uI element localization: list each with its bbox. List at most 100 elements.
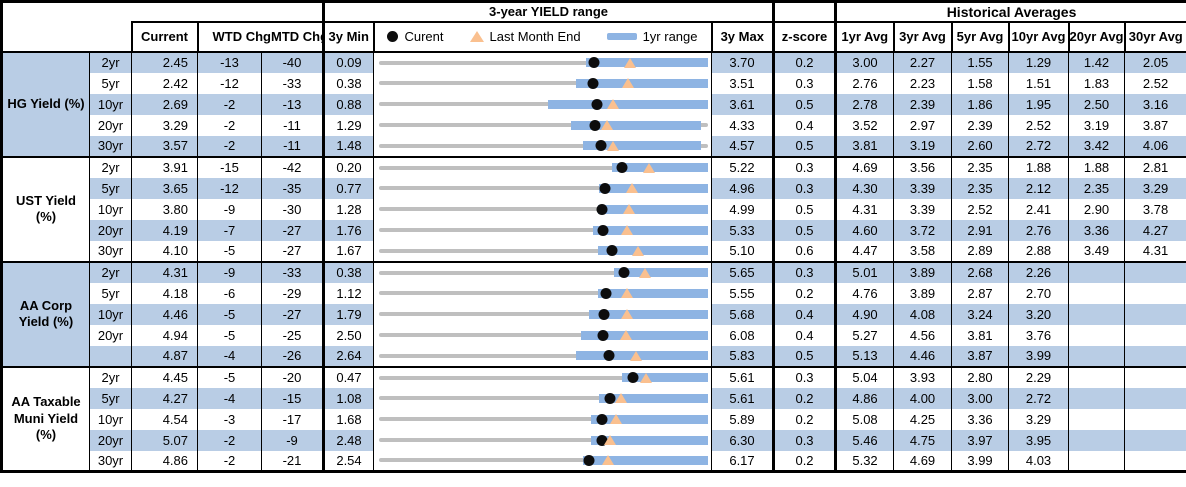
avg-value: 3.81 (835, 135, 895, 157)
current-value: 4.27 (131, 387, 198, 409)
current-value: 4.86 (131, 450, 198, 472)
max-3y-value: 5.89 (710, 408, 776, 430)
avg-value: 1.86 (951, 93, 1010, 115)
avg-value: 2.89 (951, 240, 1010, 262)
section-label: AA Taxable Muni Yield (%) (1, 365, 90, 472)
min-3y-value: 1.67 (322, 240, 374, 262)
avg-value (1124, 408, 1186, 430)
current-dot-marker (606, 245, 618, 256)
avg-value: 2.12 (1008, 177, 1070, 199)
max-3y-col-header: 3y Max (710, 20, 776, 53)
chart-legend: Curent Last Month End 1yr range (372, 20, 713, 53)
current-dot-marker (600, 287, 612, 299)
z-score-value: 0.2 (773, 387, 838, 409)
avg-value: 5.01 (835, 260, 895, 283)
range-track (379, 291, 708, 295)
range-bar (599, 393, 708, 403)
min-3y-value: 0.88 (322, 93, 374, 115)
avg-value: 2.70 (1008, 282, 1070, 304)
last-month-triangle-marker (626, 183, 639, 193)
avg-value: 2.72 (1008, 387, 1070, 409)
min-3y-value: 1.28 (322, 198, 374, 220)
min-3y-value: 1.76 (322, 219, 374, 241)
avg-value: 2.60 (951, 135, 1010, 157)
min-3y-value: 1.68 (322, 408, 374, 430)
avg-value: 4.69 (893, 450, 953, 472)
avg-col-header: 1yr Avg (834, 20, 895, 53)
max-3y-value: 5.33 (710, 219, 776, 241)
mtd-chg-value: -35 (261, 177, 324, 199)
mtd-chg-value: -25 (261, 324, 324, 346)
avg-value: 2.35 (1068, 177, 1126, 199)
range-bar (576, 351, 708, 360)
last-month-triangle-marker (615, 393, 628, 403)
mtd-chg-value: -29 (261, 282, 324, 304)
z-score-value: 0.5 (773, 135, 838, 157)
avg-value: 1.88 (1068, 155, 1126, 178)
mtd-chg-value: -27 (261, 219, 324, 241)
avg-col-header: 30yr Avg (1123, 20, 1186, 53)
tenor-cell: 30yr (89, 240, 132, 262)
avg-value (1124, 450, 1186, 472)
range-bar (582, 141, 702, 150)
avg-value (1068, 324, 1126, 346)
avg-value (1124, 260, 1186, 283)
yield-range-chart (373, 324, 712, 346)
avg-value (1068, 365, 1126, 388)
avg-value: 4.06 (1124, 135, 1186, 157)
avg-value: 3.29 (1124, 177, 1186, 199)
avg-value: 3.20 (1008, 303, 1070, 325)
range-track (379, 165, 708, 170)
tenor-cell: 2yr (89, 260, 132, 283)
avg-value: 3.19 (1068, 114, 1126, 136)
last-month-triangle-marker (606, 99, 619, 109)
mtd-chg-value: -33 (261, 72, 324, 94)
tenor-cell: 10yr (89, 198, 132, 220)
wtd-chg-value: -2 (197, 93, 262, 115)
avg-value: 2.68 (951, 260, 1010, 283)
yield-range-chart (373, 177, 712, 199)
current-dot-marker (604, 392, 616, 404)
range-bar (612, 163, 708, 172)
avg-value: 4.31 (835, 198, 895, 220)
yield-range-chart (373, 429, 712, 451)
legend-current-label: Curent (404, 29, 444, 44)
avg-value: 3.76 (1008, 324, 1070, 346)
wtd-chg-value: -12 (197, 177, 262, 199)
yield-range-chart (373, 198, 712, 220)
wtd-chg-value: -2 (197, 429, 262, 451)
range-track (379, 228, 708, 232)
max-3y-value: 5.61 (710, 387, 776, 409)
mtd-chg-value: -27 (261, 303, 324, 325)
avg-value: 3.97 (951, 429, 1010, 451)
current-value: 2.69 (131, 93, 198, 115)
zscore-empty-header (772, 0, 838, 23)
avg-value: 3.29 (1008, 408, 1070, 430)
current-dot-marker (598, 308, 610, 320)
last-month-triangle-marker (643, 162, 656, 173)
yield-range-chart (373, 303, 712, 325)
current-dot-marker (627, 372, 639, 383)
min-3y-value: 0.09 (322, 50, 374, 73)
avg-col-header: 10yr Avg (1007, 20, 1070, 53)
min-3y-value: 0.47 (322, 365, 374, 388)
avg-value: 2.05 (1124, 50, 1186, 73)
range-bar (599, 183, 708, 193)
current-value: 4.45 (131, 365, 198, 388)
min-3y-value: 1.48 (322, 135, 374, 157)
min-3y-value: 1.12 (322, 282, 374, 304)
section-label: AA Corp Yield (%) (1, 260, 90, 367)
wtd-chg-value: -5 (197, 365, 262, 388)
avg-value (1124, 387, 1186, 409)
wtd-chg-value: -6 (197, 282, 262, 304)
avg-value (1124, 345, 1186, 367)
avg-value (1068, 282, 1126, 304)
range-track (379, 270, 708, 275)
avg-value: 3.00 (835, 50, 895, 73)
current-value: 4.18 (131, 282, 198, 304)
avg-value: 4.75 (893, 429, 953, 451)
z-score-value: 0.2 (773, 282, 838, 304)
avg-value: 3.24 (951, 303, 1010, 325)
legend-last-month-label: Last Month End (489, 29, 581, 44)
avg-value: 5.27 (835, 324, 895, 346)
